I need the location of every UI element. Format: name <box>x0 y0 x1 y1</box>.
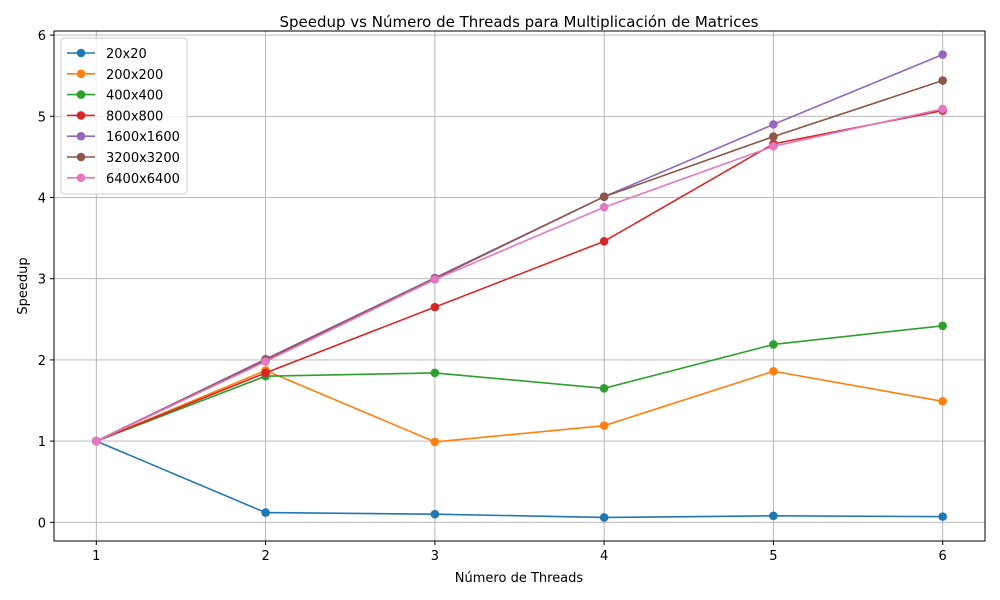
x-ticks: 1 2 3 4 5 6 <box>92 541 947 564</box>
series-line <box>95 79 943 442</box>
data-point <box>430 368 440 378</box>
series-line <box>96 369 943 443</box>
data-point <box>599 202 609 212</box>
data-point <box>430 437 440 447</box>
data-point <box>938 512 947 521</box>
data-point <box>938 397 947 406</box>
x-tick-label: 1 <box>92 549 100 564</box>
x-tick-label: 4 <box>600 549 608 564</box>
data-point <box>599 384 609 393</box>
legend-label: 3200x3200 <box>106 151 180 166</box>
legend-marker <box>76 69 86 79</box>
y-tick-label: 4 <box>38 191 46 206</box>
legend-label: 400x400 <box>106 89 163 104</box>
legend-marker <box>76 152 86 162</box>
y-tick-label: 2 <box>38 354 46 369</box>
data-point <box>599 421 609 430</box>
data-point <box>769 142 778 151</box>
legend-label: 20x20 <box>106 47 147 62</box>
data-point <box>769 340 778 349</box>
data-point <box>938 321 947 331</box>
data-point <box>92 436 101 446</box>
series-line <box>95 108 943 442</box>
plot-frame <box>53 30 986 542</box>
legend-entry: 400x400 <box>67 89 163 104</box>
y-axis-label: Speedup <box>16 257 31 314</box>
legend-marker <box>76 131 86 141</box>
x-axis-label: Número de Threads <box>455 571 584 586</box>
x-tick-label: 5 <box>769 549 777 564</box>
legend-entry: 1600x1600 <box>67 130 180 145</box>
legend-marker <box>76 173 86 183</box>
data-point <box>769 132 778 141</box>
series-line <box>96 440 943 519</box>
data-point <box>769 120 778 129</box>
data-point <box>938 50 947 59</box>
legend-label: 6400x6400 <box>106 172 180 187</box>
data-point <box>938 104 947 114</box>
x-tick-label: 6 <box>939 549 947 564</box>
data-point <box>261 357 270 366</box>
x-tick-label: 2 <box>261 549 269 564</box>
y-tick-label: 6 <box>38 29 46 44</box>
x-tick-label: 3 <box>431 549 439 564</box>
legend: 20x20 200x200 400x400 800x800 1600x1600 3200x… <box>60 37 188 195</box>
data-point <box>599 513 609 522</box>
legend-entry: 3200x3200 <box>67 151 180 166</box>
series-6400x6400 <box>92 104 947 446</box>
legend-label: 800x800 <box>106 109 163 124</box>
legend-entry: 200x200 <box>67 68 163 83</box>
data-point <box>261 368 270 378</box>
y-tick-label: 3 <box>38 273 46 288</box>
legend-entry: 800x800 <box>67 109 163 124</box>
y-tick-label: 5 <box>38 110 46 125</box>
legend-entry: 20x20 <box>67 47 147 62</box>
legend-label: 200x200 <box>106 68 163 83</box>
series-line <box>96 324 943 442</box>
data-point <box>769 366 778 376</box>
series-lines <box>92 50 947 522</box>
series-1600x1600 <box>92 50 947 446</box>
data-point <box>430 509 440 519</box>
y-tick-label: 0 <box>38 516 46 531</box>
series-800x800 <box>92 106 947 446</box>
data-point <box>430 302 440 312</box>
data-point <box>769 511 778 521</box>
grid <box>54 31 985 541</box>
series-line <box>95 53 943 442</box>
series-200x200 <box>92 366 947 447</box>
legend-marker <box>76 90 86 99</box>
data-point <box>261 508 270 517</box>
y-ticks: 0 1 2 3 4 5 6 <box>38 29 54 531</box>
series-20x20 <box>92 436 947 522</box>
data-point <box>599 237 609 246</box>
chart-title: Speedup vs Número de Threads para Multip… <box>279 13 758 31</box>
legend-marker <box>76 111 86 120</box>
data-point <box>938 76 947 85</box>
y-tick-label: 1 <box>38 435 46 450</box>
series-line <box>96 109 943 442</box>
legend-label: 1600x1600 <box>106 130 180 145</box>
legend-frame <box>60 37 188 195</box>
data-point <box>430 275 440 284</box>
legend-entry: 6400x6400 <box>67 172 180 187</box>
legend-marker <box>76 48 86 58</box>
data-point <box>599 192 609 201</box>
